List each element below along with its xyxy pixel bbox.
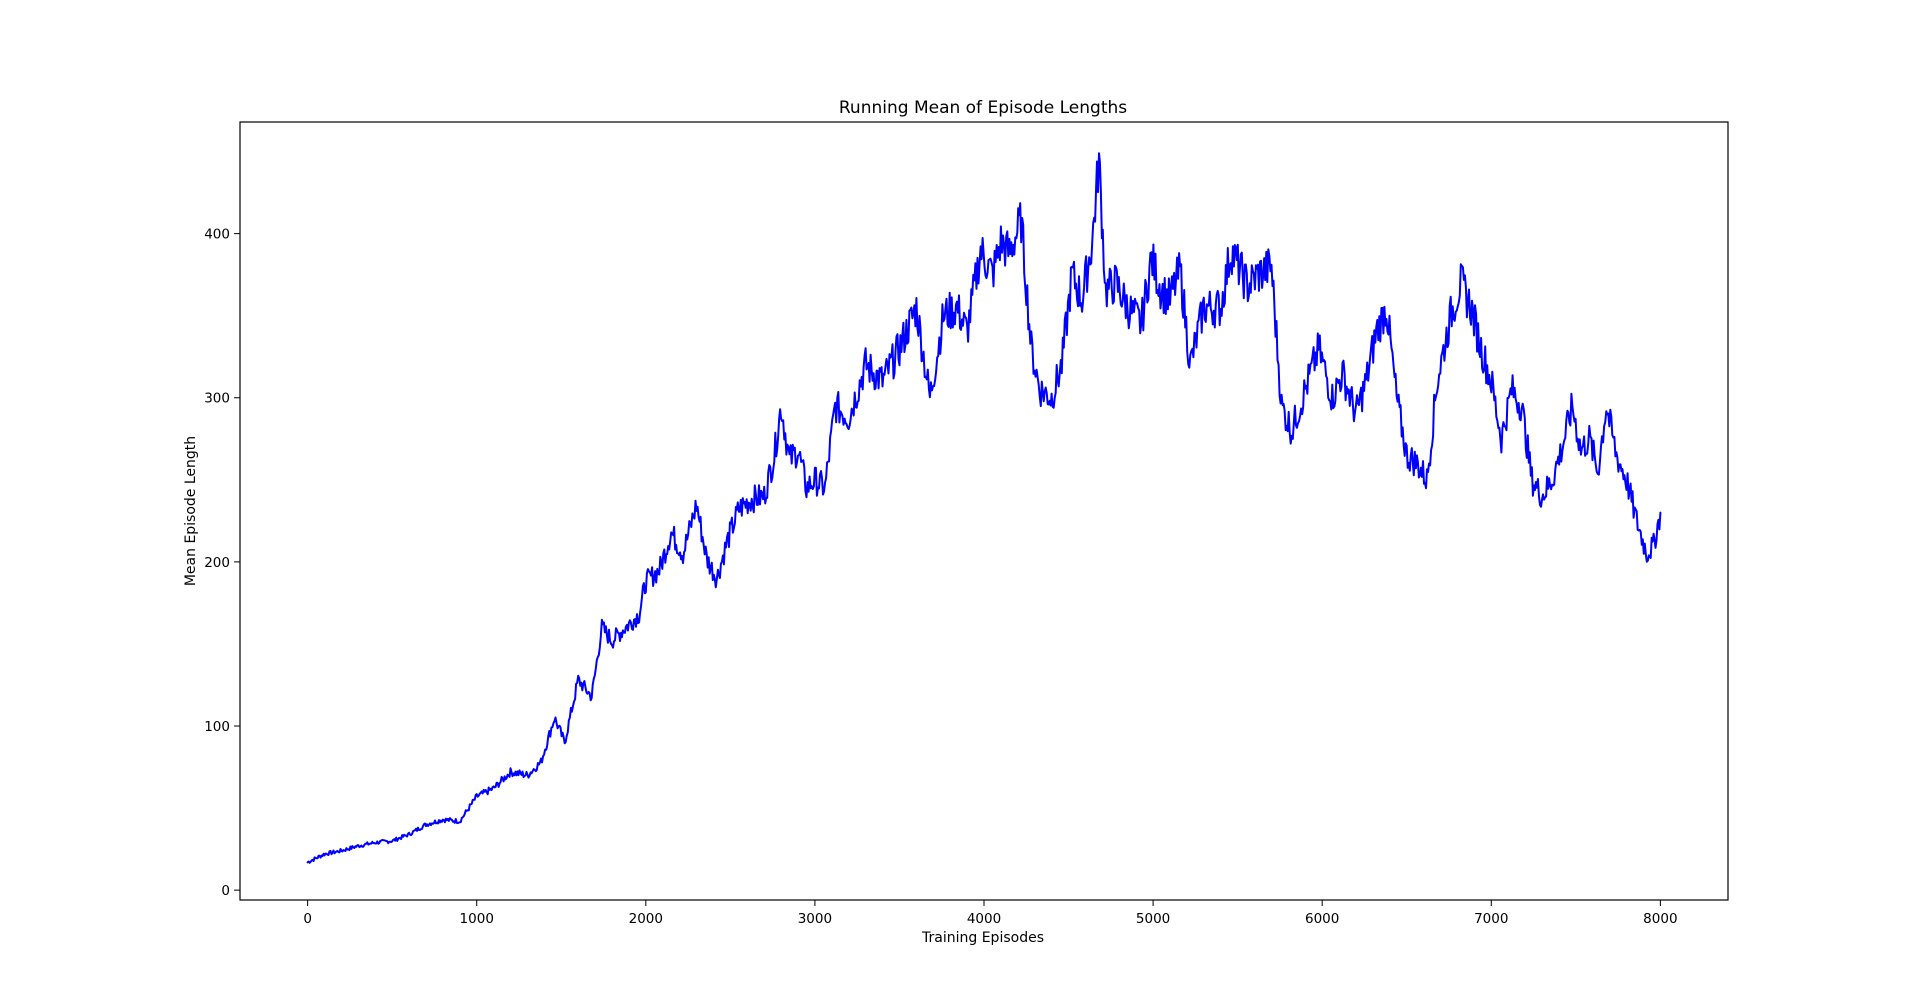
plot-area [239,121,1729,901]
x-tick-label: 7000 [1474,911,1508,927]
x-tick-label: 0 [303,911,312,927]
x-tick-label: 8000 [1643,911,1677,927]
x-axis-ticks: 0 1000 2000 3000 4000 5000 6000 7000 8000 [303,900,1678,927]
series-line [306,152,1662,864]
x-tick-label: 5000 [1136,911,1170,927]
x-axis-label: Training Episodes [921,930,1044,946]
y-axis-label: Mean Episode Length [183,436,199,586]
y-tick-label: 100 [204,719,230,735]
y-axis-ticks: 0 100 200 300 400 [204,227,240,899]
x-tick-label: 3000 [798,911,832,927]
plot-frame [239,121,1729,901]
x-tick-label: 2000 [629,911,663,927]
x-tick-label: 6000 [1305,911,1339,927]
y-tick-label: 0 [221,883,230,899]
y-tick-label: 300 [204,391,230,407]
y-tick-label: 400 [204,227,230,243]
y-tick-label: 200 [204,555,230,571]
x-tick-label: 1000 [460,911,494,927]
chart-title: Running Mean of Episode Lengths [839,98,1127,118]
x-tick-label: 4000 [967,911,1001,927]
